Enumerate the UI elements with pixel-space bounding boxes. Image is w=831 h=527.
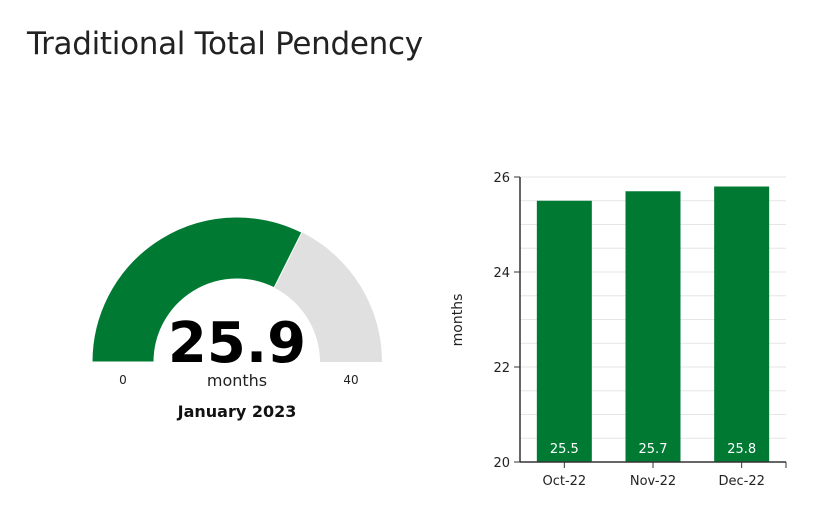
y-tick-label: 24: [493, 266, 510, 281]
bar-data-label: 25.8: [727, 442, 756, 457]
bar-data-label: 25.5: [550, 442, 579, 457]
bar-data-label: 25.7: [639, 442, 668, 457]
y-tick-label: 22: [493, 361, 510, 376]
x-tick-label: Nov-22: [630, 474, 676, 489]
bar-data-labels: 25.5 25.7 25.8: [550, 442, 756, 457]
y-axis-label: months: [450, 294, 466, 347]
bar: [625, 191, 681, 462]
page-title: Traditional Total Pendency: [27, 26, 423, 62]
axes: Oct-22 Nov-22 Dec-22 20 22 24 26: [493, 171, 787, 489]
y-tick-label: 20: [493, 456, 510, 471]
bar: [714, 186, 770, 462]
x-tick-label: Dec-22: [718, 474, 764, 489]
gauge-date-label: January 2023: [177, 402, 297, 421]
gauge-min-label: 0: [119, 373, 127, 387]
gauge-track: [274, 232, 382, 362]
bar-series: [536, 186, 770, 462]
gauge-chart: 25.9 months 0 40 January 2023: [91, 216, 382, 421]
gauge-max-label: 40: [343, 373, 358, 387]
y-tick-label: 26: [493, 171, 510, 186]
x-tick-label: Oct-22: [542, 474, 586, 489]
gauge-unit: months: [207, 371, 267, 390]
bar-chart: 25.5 25.7 25.8 Oct-22 Nov-22 Dec-2220222426 …: [450, 171, 787, 489]
gauge-fill: [91, 216, 303, 363]
bar: [536, 200, 592, 462]
gauge-value: 25.9: [168, 311, 306, 376]
